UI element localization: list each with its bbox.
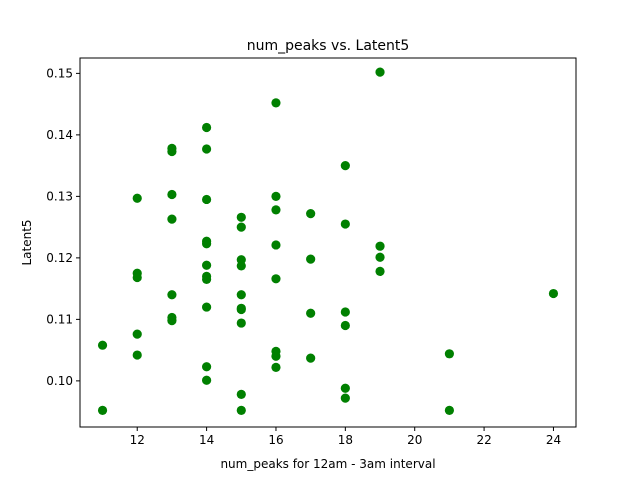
y-tick-label-5: 0.15 (46, 67, 73, 81)
x-tick-label-20: 20 (407, 433, 422, 447)
data-point-9 (167, 189, 177, 200)
data-point-11 (167, 290, 177, 300)
plot-area-frame (79, 57, 577, 428)
data-point-16 (202, 194, 212, 205)
data-point-33 (236, 389, 246, 400)
data-point-39 (271, 274, 281, 284)
data-point-56 (375, 266, 385, 276)
x-tick-label-24: 24 (546, 433, 561, 447)
data-point-24 (202, 375, 212, 385)
data-point-45 (306, 308, 316, 318)
data-point-4 (132, 272, 142, 283)
x-tick-label-12: 12 (130, 433, 145, 447)
data-point-31 (236, 304, 246, 315)
chart-title: num_peaks vs. Latent5 (247, 38, 410, 54)
data-point-29 (236, 290, 246, 300)
data-point-34 (236, 405, 246, 415)
data-point-38 (271, 240, 281, 250)
y-tick-label-0: 0.10 (46, 374, 73, 388)
data-point-19 (202, 260, 212, 270)
data-point-59 (548, 288, 559, 299)
y-axis-label: Latent5 (20, 219, 34, 265)
data-point-49 (340, 307, 350, 317)
data-point-43 (306, 208, 316, 219)
data-point-21 (202, 274, 212, 284)
data-point-47 (340, 161, 350, 171)
data-point-14 (202, 122, 212, 133)
data-point-25 (236, 212, 246, 222)
data-point-26 (236, 222, 246, 232)
data-points (97, 67, 559, 415)
data-point-35 (271, 98, 281, 108)
x-axis: 12 14 16 18 20 22 24 (130, 427, 561, 447)
data-point-2 (132, 193, 142, 203)
data-point-54 (375, 241, 385, 251)
x-tick-label-14: 14 (199, 433, 214, 447)
y-tick-label-2: 0.12 (46, 251, 73, 265)
data-point-18 (202, 239, 212, 249)
data-point-22 (202, 302, 212, 312)
data-point-51 (340, 383, 350, 393)
data-point-13 (167, 316, 177, 326)
x-tick-label-22: 22 (476, 433, 491, 447)
data-point-10 (167, 214, 177, 224)
data-point-52 (340, 393, 350, 403)
data-point-6 (132, 350, 142, 360)
data-point-58 (444, 405, 454, 415)
data-point-28 (236, 261, 246, 271)
data-point-23 (202, 362, 212, 372)
data-point-32 (236, 318, 246, 328)
y-axis: 0.10 0.11 0.12 0.13 0.14 0.15 (46, 67, 80, 388)
y-tick-label-4: 0.14 (46, 128, 73, 142)
data-point-55 (375, 252, 385, 262)
data-point-0 (97, 340, 108, 350)
data-point-36 (271, 191, 281, 201)
y-tick-label-3: 0.13 (46, 190, 73, 204)
data-point-57 (444, 349, 454, 359)
data-point-42 (271, 362, 281, 372)
data-point-37 (271, 205, 281, 215)
data-point-8 (167, 146, 177, 157)
data-point-46 (306, 353, 316, 363)
data-point-53 (375, 67, 385, 77)
data-point-50 (340, 320, 350, 331)
data-point-44 (306, 254, 316, 264)
data-point-15 (202, 144, 212, 154)
data-point-41 (271, 351, 281, 361)
data-point-5 (132, 329, 142, 339)
y-tick-label-1: 0.11 (46, 313, 73, 327)
x-axis-label: num_peaks for 12am - 3am interval (220, 457, 435, 471)
x-tick-label-16: 16 (268, 433, 283, 447)
data-point-1 (97, 405, 108, 415)
data-point-48 (340, 219, 350, 229)
x-tick-label-18: 18 (338, 433, 353, 447)
